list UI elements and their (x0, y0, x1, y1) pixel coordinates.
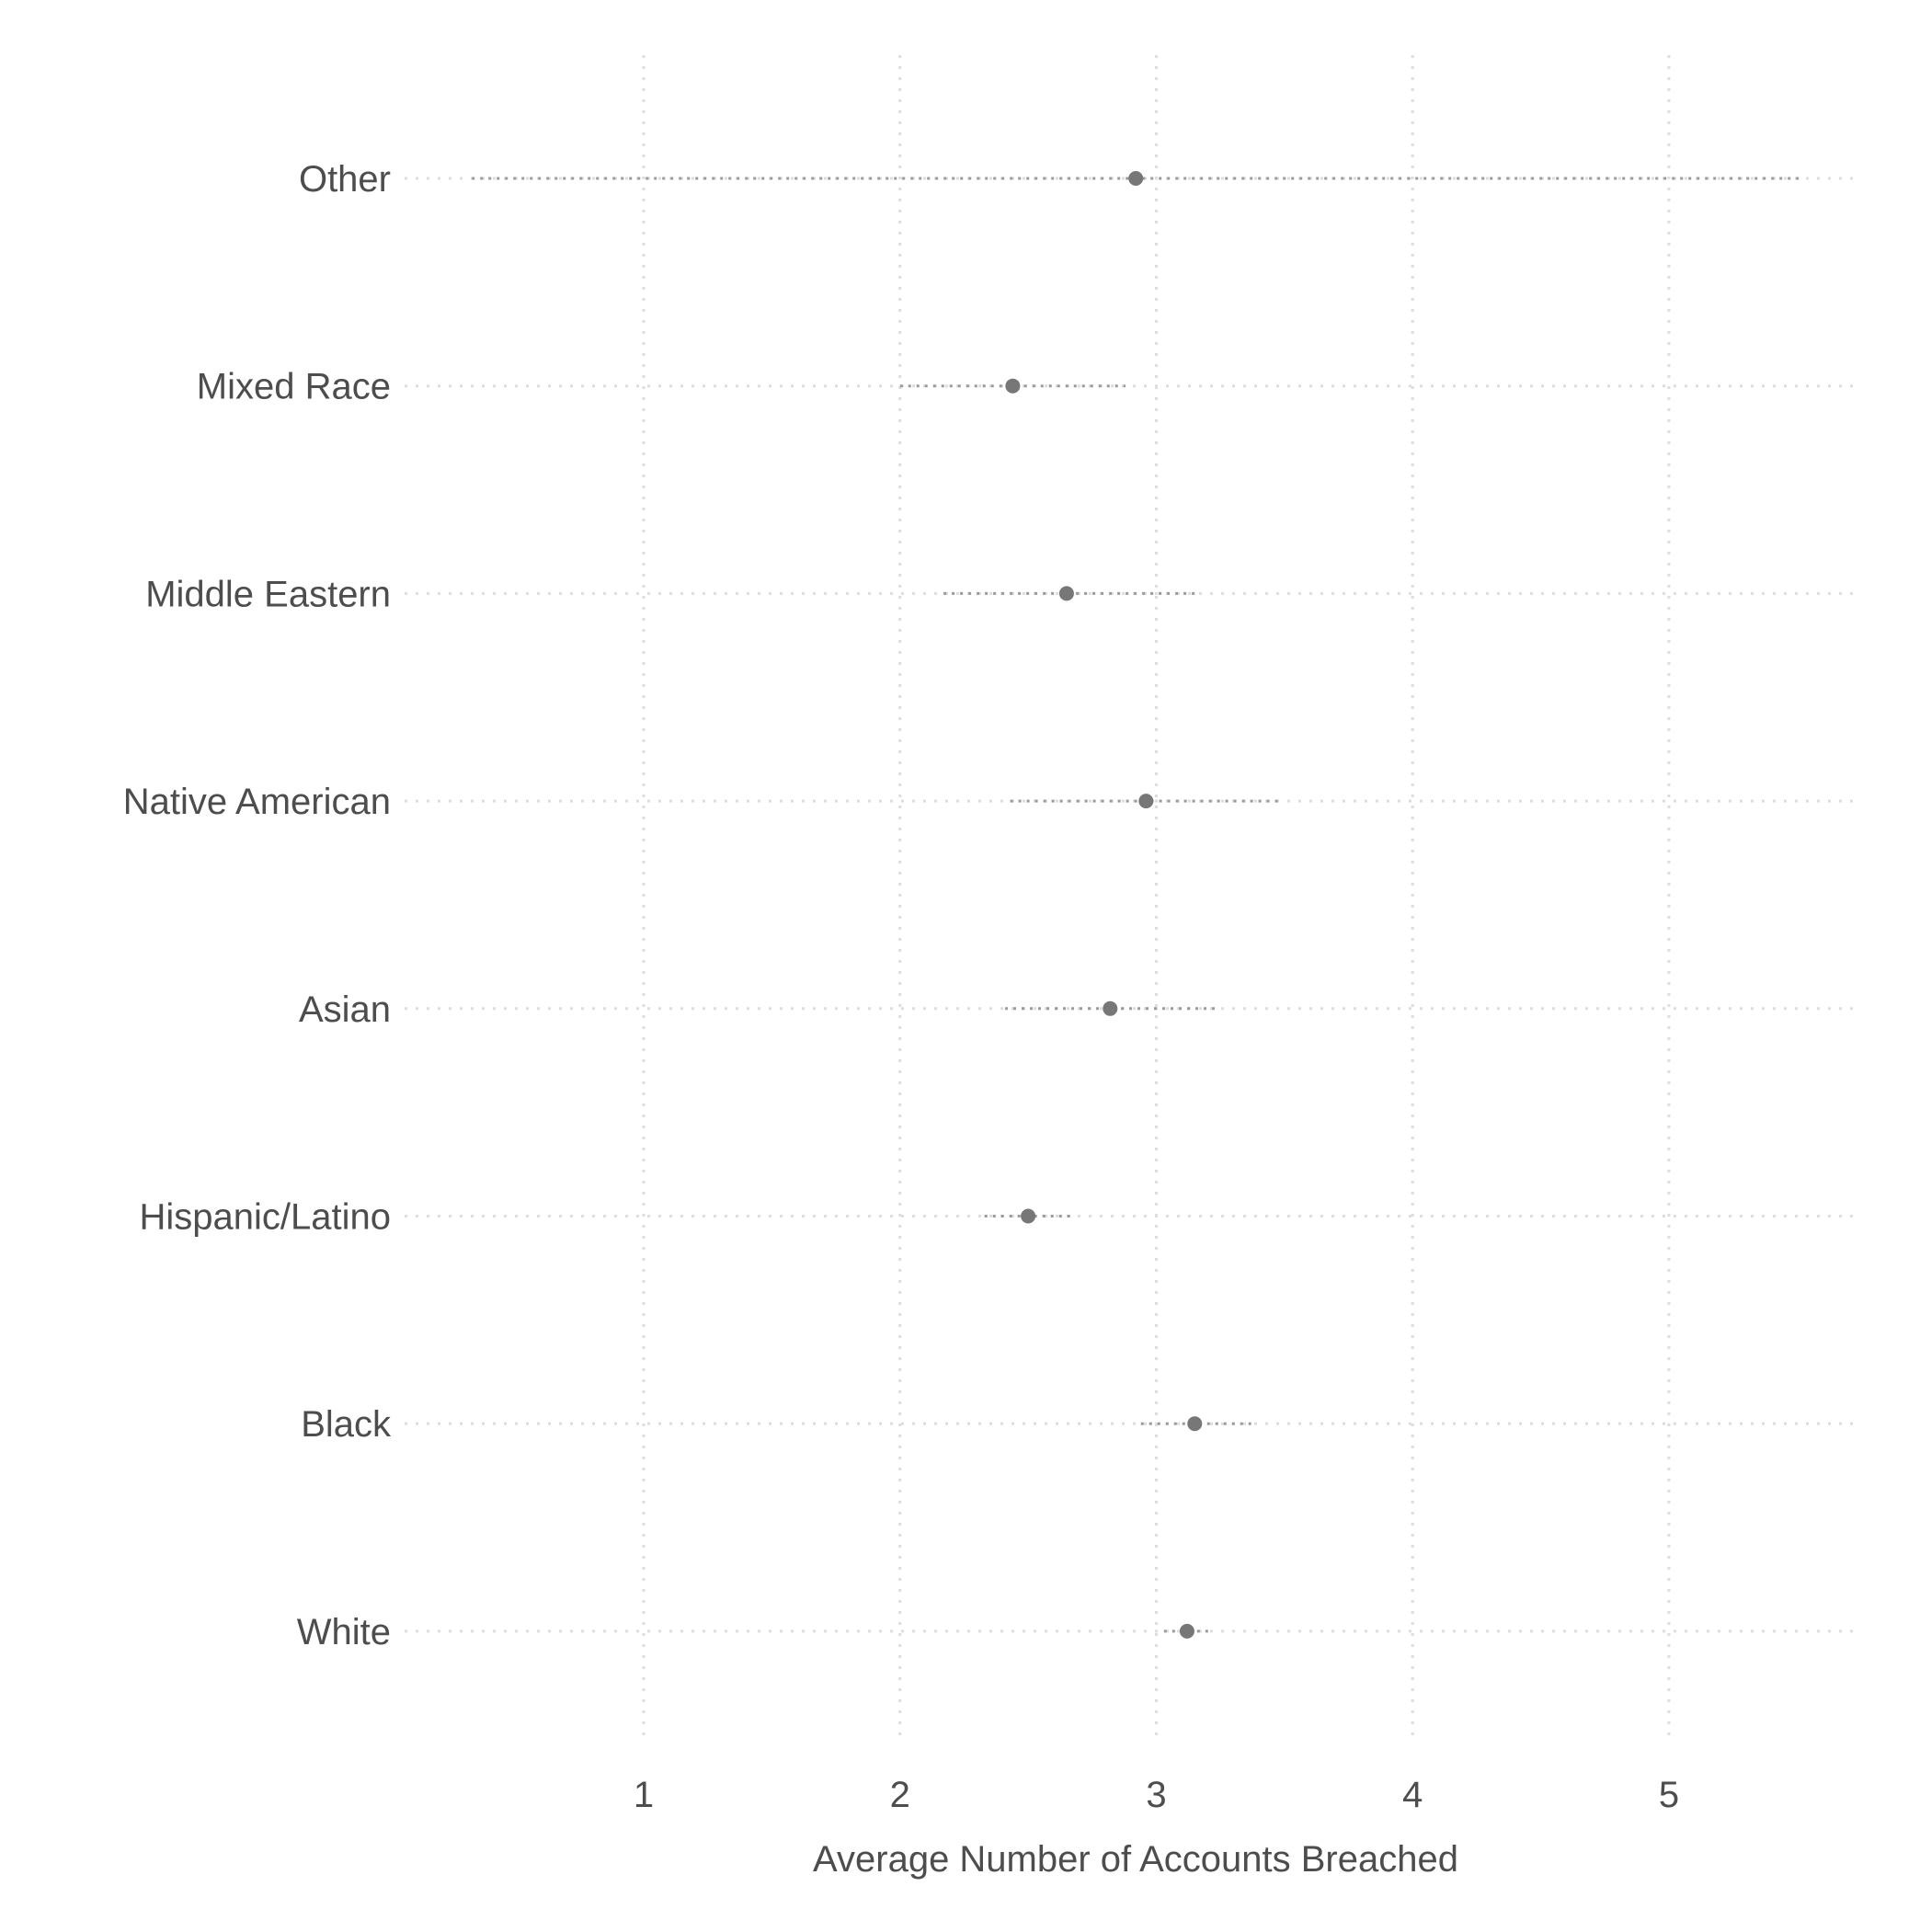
y-category-label: Asian (299, 989, 391, 1030)
y-category-label: Black (301, 1404, 392, 1445)
x-tick-label: 1 (634, 1775, 654, 1815)
x-tick-label: 3 (1146, 1775, 1166, 1815)
data-point (1058, 586, 1074, 601)
y-category-label: Native American (123, 782, 391, 822)
interval-layer (472, 177, 1802, 1633)
y-category-label: Hispanic/Latino (140, 1197, 392, 1238)
data-point (1138, 794, 1154, 809)
data-point (1179, 1623, 1194, 1639)
x-tick-label: 2 (890, 1775, 910, 1815)
data-point (1187, 1416, 1203, 1432)
data-point (1128, 171, 1144, 186)
x-tick-label: 5 (1659, 1775, 1679, 1815)
x-axis-title: Average Number of Accounts Breached (813, 1839, 1458, 1880)
data-point (1103, 1000, 1118, 1016)
data-point (1021, 1208, 1036, 1224)
y-category-label: Other (299, 159, 391, 200)
y-category-label: Middle Eastern (145, 574, 391, 614)
y-category-label: White (297, 1612, 391, 1652)
point-layer (1005, 171, 1203, 1639)
x-tick-label: 4 (1402, 1775, 1423, 1815)
grid-layer (405, 55, 1853, 1743)
y-category-label: Mixed Race (197, 367, 391, 407)
data-point (1005, 378, 1021, 394)
label-layer: 1 2 3 4 5 Other Mixed Race Middle Eastern Native… (123, 159, 1679, 1815)
